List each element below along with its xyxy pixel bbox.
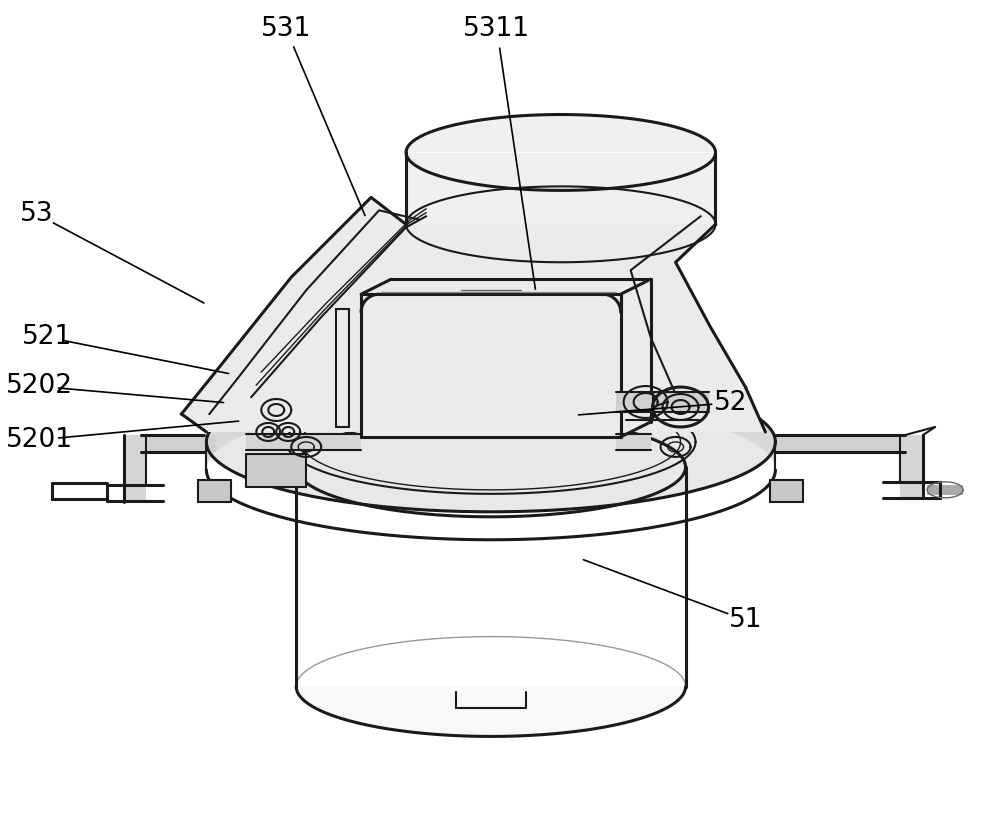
- Polygon shape: [206, 372, 775, 470]
- Polygon shape: [900, 435, 923, 496]
- Polygon shape: [141, 435, 216, 452]
- Polygon shape: [361, 279, 651, 294]
- Polygon shape: [770, 480, 803, 502]
- Polygon shape: [206, 372, 775, 512]
- Polygon shape: [198, 480, 231, 502]
- Polygon shape: [361, 294, 621, 437]
- Text: 5311: 5311: [463, 16, 530, 43]
- Text: 5202: 5202: [6, 373, 73, 399]
- Polygon shape: [616, 434, 651, 450]
- Polygon shape: [927, 485, 963, 495]
- Polygon shape: [296, 417, 686, 737]
- Text: 521: 521: [22, 324, 72, 350]
- Polygon shape: [246, 454, 306, 487]
- Polygon shape: [616, 392, 709, 412]
- Polygon shape: [181, 197, 765, 432]
- Polygon shape: [621, 279, 651, 437]
- Polygon shape: [775, 435, 910, 452]
- Polygon shape: [406, 114, 715, 262]
- Text: 5201: 5201: [6, 427, 73, 453]
- Text: 531: 531: [261, 16, 311, 43]
- Text: 52: 52: [714, 390, 747, 416]
- Text: 51: 51: [729, 607, 762, 633]
- Polygon shape: [124, 435, 146, 502]
- Polygon shape: [246, 434, 361, 450]
- Text: 53: 53: [20, 201, 53, 227]
